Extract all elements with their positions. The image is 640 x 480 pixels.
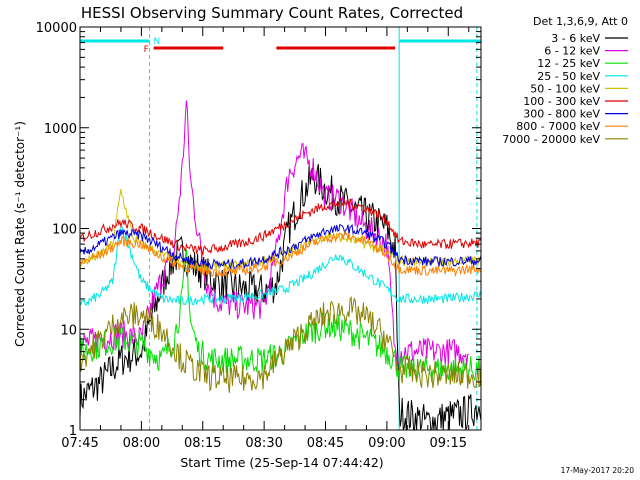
series-line [79,100,469,366]
x-tick-label: 09:00 [368,436,405,451]
legend-header: Det 1,3,6,9, Att 0 [533,15,628,28]
axes: 1 10 100 1000 10000 07:45 08:00 08:15 08:30 08:45… [36,21,482,451]
legend-label: 12 - 25 keV [537,57,600,70]
x-tick-label: 08:15 [184,436,221,451]
y-tick-label: 1 [69,424,77,439]
chart-title: HESSI Observing Summary Count Rates, Cor… [81,4,463,22]
legend-label: 50 - 100 keV [530,82,600,95]
x-tick-label: 08:00 [123,436,160,451]
plot-area: NF [79,27,482,432]
flag-label: F [144,45,149,55]
x-tick-label: 07:45 [61,436,98,451]
y-tick-label: 1000 [44,122,77,137]
y-tick-label: 10 [60,323,77,338]
legend-label: 3 - 6 keV [551,32,600,45]
legend-label: 6 - 12 keV [544,45,600,58]
series-line [79,197,482,256]
x-tick-label: 08:45 [307,436,344,451]
x-axis-label: Start Time (25-Sep-14 07:44:42) [180,455,383,470]
series-line [79,295,482,393]
flag-label: N [154,37,161,47]
legend-label: 300 - 800 keV [523,108,600,121]
legend-label: 800 - 7000 keV [516,120,600,133]
y-tick-label: 10000 [36,21,77,36]
x-tick-label: 09:15 [430,436,467,451]
legend-label: 25 - 50 keV [537,70,600,83]
timestamp: 17-May-2017 20:20 [561,466,635,475]
y-axis-label: Corrected Count Rate (s⁻¹ detector⁻¹) [13,121,27,347]
series-line [79,230,482,278]
y-tick-label: 100 [52,223,77,238]
legend-label: 100 - 300 keV [523,95,600,108]
x-tick-label: 08:30 [245,436,282,451]
series-line [79,225,482,307]
series-line [79,223,482,270]
legend-label: 7000 - 20000 keV [502,133,600,146]
